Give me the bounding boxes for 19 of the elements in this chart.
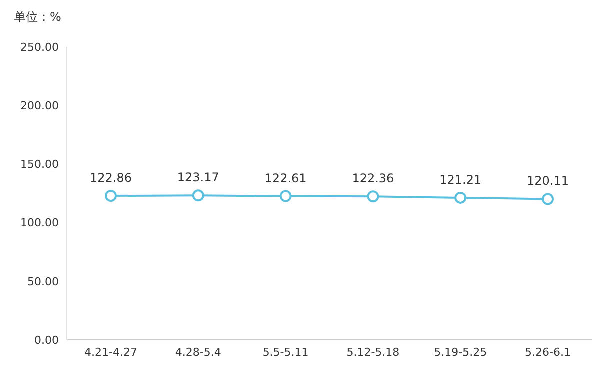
y-tick-label: 100.00 [20, 216, 59, 230]
x-tick-label: 4.28-5.4 [175, 346, 222, 359]
x-tick-label: 5.26-6.1 [525, 346, 571, 359]
data-label: 122.86 [90, 171, 132, 186]
x-tick-label: 5.19-5.25 [434, 346, 488, 359]
y-axis-title: 单位：% [14, 9, 62, 26]
data-label: 122.36 [352, 172, 394, 186]
y-tick-label: 150.00 [20, 158, 59, 172]
x-tick-label: 5.5-5.11 [262, 346, 309, 359]
data-label: 122.61 [264, 171, 307, 186]
x-tick-label: 4.21-4.27 [84, 346, 138, 359]
data-label: 123.17 [177, 170, 220, 185]
y-tick-label: 200.00 [20, 100, 59, 113]
y-tick-label: 0.00 [34, 334, 59, 347]
data-label: 120.11 [527, 174, 569, 188]
x-tick-label: 5.12-5.18 [346, 346, 400, 359]
y-tick-label: 250.00 [20, 40, 59, 54]
y-tick-label: 50.00 [28, 275, 59, 288]
data-label: 121.21 [440, 172, 482, 187]
